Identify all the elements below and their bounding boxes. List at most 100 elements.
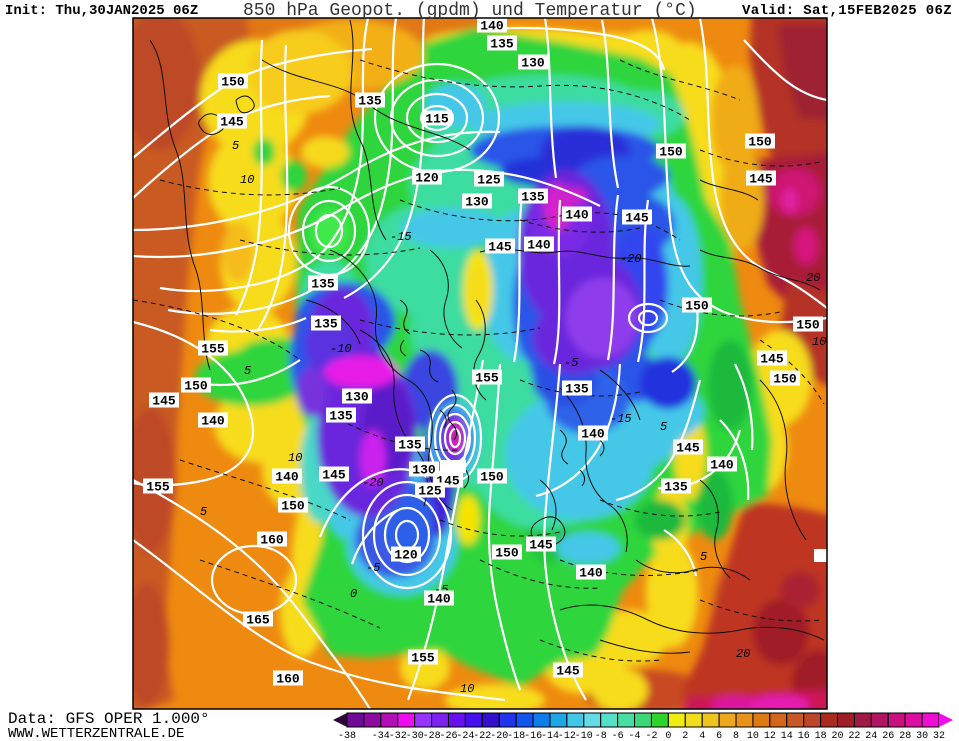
svg-text:5: 5: [660, 420, 667, 434]
svg-text:145: 145: [152, 394, 176, 409]
svg-text:135: 135: [329, 409, 353, 424]
svg-text:-6: -6: [612, 731, 624, 741]
svg-text:0: 0: [665, 731, 671, 741]
svg-text:20: 20: [806, 271, 820, 285]
svg-text:WWW.WETTERZENTRALE.DE: WWW.WETTERZENTRALE.DE: [8, 726, 184, 741]
svg-text:155: 155: [411, 651, 435, 666]
svg-text:-12: -12: [558, 731, 576, 741]
svg-text:30: 30: [916, 731, 928, 741]
svg-text:145: 145: [749, 172, 773, 187]
svg-text:18: 18: [815, 731, 827, 741]
svg-text:-20: -20: [490, 731, 508, 741]
svg-text:120: 120: [394, 548, 418, 563]
svg-text:130: 130: [345, 390, 369, 405]
svg-text:-38: -38: [338, 731, 356, 741]
svg-text:10: 10: [240, 173, 254, 187]
svg-text:130: 130: [465, 195, 489, 210]
svg-text:-4: -4: [628, 731, 640, 741]
svg-text:26: 26: [882, 731, 894, 741]
svg-text:150: 150: [184, 379, 208, 394]
svg-text:145: 145: [556, 664, 580, 679]
svg-text:-14: -14: [541, 731, 559, 741]
svg-text:125: 125: [477, 173, 501, 188]
svg-text:10: 10: [460, 682, 474, 696]
svg-text:32: 32: [933, 731, 945, 741]
svg-text:-28: -28: [423, 731, 441, 741]
svg-text:-20: -20: [620, 252, 642, 266]
svg-text:140: 140: [527, 238, 551, 253]
svg-text:145: 145: [322, 468, 346, 483]
svg-text:135: 135: [664, 480, 688, 495]
svg-text:145: 145: [220, 115, 244, 130]
svg-text:5: 5: [232, 139, 239, 153]
svg-text:140: 140: [579, 566, 603, 581]
svg-text:135: 135: [398, 438, 422, 453]
svg-text:20: 20: [831, 731, 843, 741]
svg-text:155: 155: [146, 480, 170, 495]
svg-text:160: 160: [276, 672, 300, 687]
svg-text:140: 140: [480, 19, 504, 34]
svg-text:160: 160: [260, 533, 284, 548]
svg-text:10: 10: [288, 451, 302, 465]
svg-text:145: 145: [488, 240, 512, 255]
svg-text:-22: -22: [473, 731, 491, 741]
svg-text:-34: -34: [372, 731, 390, 741]
svg-text:-30: -30: [406, 731, 424, 741]
svg-text:135: 135: [490, 37, 514, 52]
svg-text:155: 155: [201, 342, 225, 357]
svg-text:165: 165: [246, 613, 270, 628]
svg-text:0: 0: [350, 587, 357, 601]
svg-text:145: 145: [760, 352, 784, 367]
svg-text:-5: -5: [564, 356, 578, 370]
svg-text:145: 145: [625, 211, 649, 226]
svg-text:Valid: Sat,15FEB2025 06Z: Valid: Sat,15FEB2025 06Z: [742, 3, 952, 19]
svg-text:-16: -16: [524, 731, 542, 741]
svg-text:140: 140: [427, 592, 451, 607]
svg-text:-8: -8: [595, 731, 607, 741]
svg-text:16: 16: [798, 731, 810, 741]
svg-text:120: 120: [415, 171, 439, 186]
svg-text:150: 150: [748, 135, 772, 150]
svg-text:14: 14: [781, 731, 793, 741]
svg-text:5: 5: [200, 505, 207, 519]
svg-text:10: 10: [747, 731, 759, 741]
svg-text:850 hPa Geopot. (gpdm) und Tem: 850 hPa Geopot. (gpdm) und Temperatur (°…: [243, 1, 697, 21]
svg-text:145: 145: [676, 441, 700, 456]
svg-text:10: 10: [812, 335, 826, 349]
svg-text:135: 135: [358, 94, 382, 109]
svg-text:-24: -24: [456, 731, 474, 741]
svg-text:125: 125: [418, 484, 442, 499]
svg-text:-18: -18: [507, 731, 525, 741]
svg-text:-20: -20: [362, 476, 384, 490]
svg-text:130: 130: [521, 56, 545, 71]
svg-text:20: 20: [736, 647, 750, 661]
svg-text:135: 135: [314, 317, 338, 332]
svg-text:115: 115: [425, 112, 449, 127]
svg-text:Data: GFS OPER 1.000°: Data: GFS OPER 1.000°: [8, 710, 210, 728]
svg-text:6: 6: [716, 731, 722, 741]
svg-text:145: 145: [529, 538, 553, 553]
svg-text:150: 150: [495, 546, 519, 561]
svg-text:140: 140: [275, 470, 299, 485]
svg-text:-26: -26: [439, 731, 457, 741]
svg-text:150: 150: [796, 318, 820, 333]
svg-text:24: 24: [865, 731, 877, 741]
svg-text:150: 150: [773, 372, 797, 387]
svg-text:-15: -15: [610, 412, 632, 426]
svg-text:-2: -2: [645, 731, 657, 741]
svg-text:150: 150: [480, 470, 504, 485]
svg-text:22: 22: [848, 731, 860, 741]
svg-text:-10: -10: [575, 731, 593, 741]
svg-text:8: 8: [733, 731, 739, 741]
svg-text:140: 140: [565, 208, 589, 223]
svg-text:2: 2: [682, 731, 688, 741]
svg-text:4: 4: [699, 731, 705, 741]
svg-text:-5: -5: [366, 561, 380, 575]
svg-text:135: 135: [565, 382, 589, 397]
svg-text:135: 135: [521, 190, 545, 205]
svg-text:155: 155: [475, 371, 499, 386]
svg-text:140: 140: [581, 427, 605, 442]
svg-text:Init: Thu,30JAN2025 06Z: Init: Thu,30JAN2025 06Z: [5, 3, 198, 19]
svg-text:-32: -32: [389, 731, 407, 741]
svg-text:140: 140: [710, 458, 734, 473]
